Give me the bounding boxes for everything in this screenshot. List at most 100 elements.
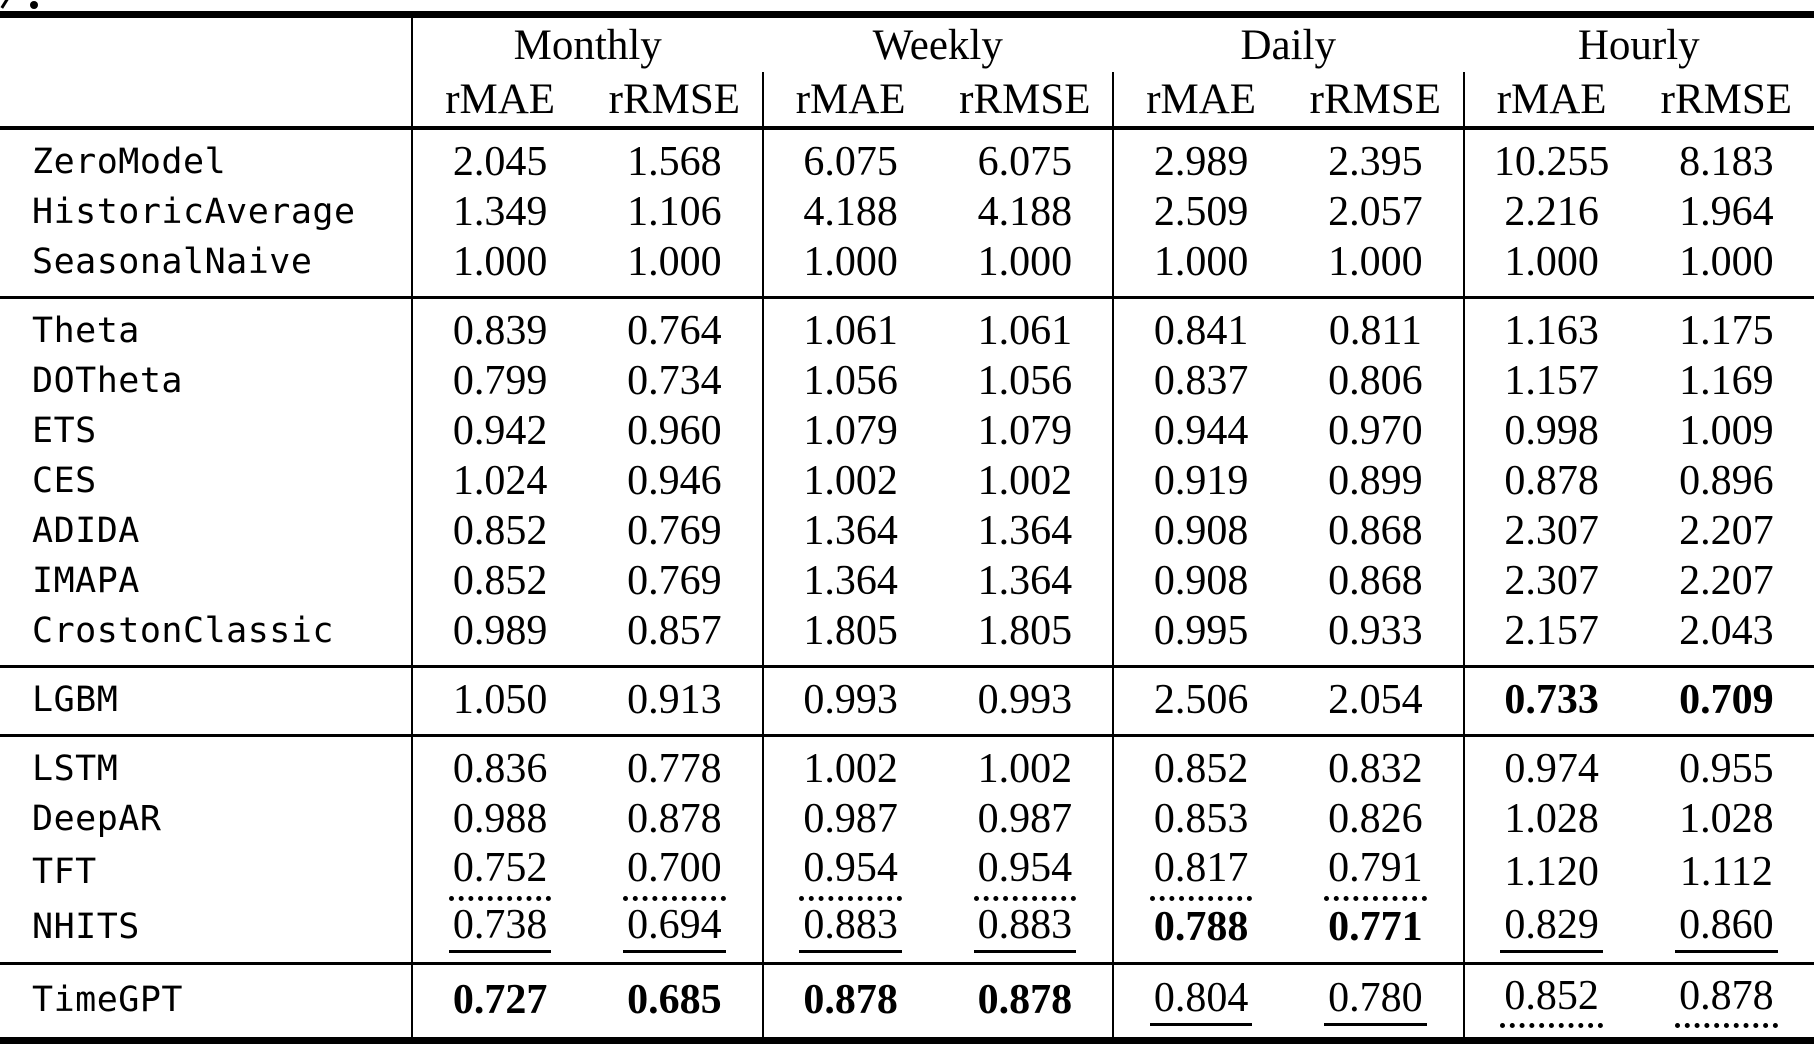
metric-value-cell: 1.028	[1462, 794, 1639, 844]
model-name-cell: TimeGPT	[32, 980, 184, 1021]
metric-value-cell: 0.709	[1639, 667, 1814, 736]
metric-value-cell: 2.989	[1111, 128, 1289, 187]
model-group-machine-learning-models: LGBM 1.050 0.913 0.993 0.993 2.506 2.054 0.733 0…	[0, 666, 1814, 736]
metric-value: 0.829	[1500, 903, 1603, 953]
metric-value-cell: 0.857	[587, 606, 762, 667]
metric-value: 1.000	[1679, 239, 1774, 285]
metric-value: 0.944	[1153, 408, 1249, 454]
metric-value: 1.050	[452, 677, 548, 723]
metric-value-cell: 0.993	[938, 667, 1113, 736]
metric-value: 0.836	[452, 746, 548, 792]
metric-value: 0.868	[1328, 558, 1423, 604]
metric-value-cell: 1.175	[1639, 298, 1814, 357]
metric-value: 8.183	[1679, 139, 1774, 185]
metric-value-cell: 0.817	[1111, 844, 1289, 901]
metric-value-cell: 0.841	[1111, 297, 1289, 356]
metric-value: 2.043	[1679, 608, 1774, 654]
metric-value-cell: 0.860	[1639, 901, 1814, 963]
model-group-deep-learning-models: LSTM 0.836 0.778 1.002 1.002 0.852 0.832 0.974 0…	[0, 735, 1814, 964]
metric-value-cell: 1.120	[1462, 844, 1639, 901]
metric-value-cell: 4.188	[938, 187, 1113, 237]
metric-value-cell: 1.000	[1111, 237, 1289, 298]
metric-value-cell: 0.852	[1111, 735, 1289, 794]
daily-rmae-header: rMAE	[1111, 72, 1289, 128]
freq-header-weekly: Weekly	[872, 22, 1003, 69]
metric-value: 1.002	[977, 458, 1073, 504]
metric-value-cell: 0.734	[587, 356, 762, 406]
metric-value-cell: 1.000	[587, 237, 762, 298]
metric-value: 0.899	[1328, 458, 1423, 504]
metric-value: 0.988	[452, 796, 548, 842]
metric-value-cell: 2.157	[1462, 606, 1639, 667]
frequency-header-row: Monthly Weekly Daily Hourly	[0, 14, 1814, 72]
metric-value: 1.009	[1679, 408, 1774, 454]
metric-value-cell: 0.868	[1288, 556, 1463, 606]
metric-value-cell: 0.694	[587, 901, 762, 963]
metric-value-cell: 6.075	[938, 128, 1113, 187]
metric-value-cell: 0.942	[410, 406, 588, 456]
table-row: HistoricAverage 1.349 1.106 4.188 4.188 2.509…	[0, 187, 1814, 237]
metric-value-cell: 0.811	[1288, 298, 1463, 357]
metric-value: 0.857	[627, 608, 722, 654]
fragment-dot	[30, 1, 38, 9]
metric-value: 0.769	[627, 508, 722, 554]
model-name-cell: NHITS	[32, 906, 140, 947]
metric-value: 0.868	[1328, 508, 1423, 554]
metric-value-cell: 0.908	[1111, 556, 1289, 606]
metric-value-cell: 2.207	[1639, 556, 1814, 606]
metric-value: 0.799	[452, 358, 548, 404]
metric-value: 2.989	[1153, 139, 1249, 185]
metric-value: 1.002	[803, 746, 898, 792]
table-row: DeepAR 0.988 0.878 0.987 0.987 0.853 0.826 1.02…	[0, 794, 1814, 844]
metric-value-cell: 0.995	[1111, 606, 1289, 667]
metric-value-cell: 0.868	[1288, 506, 1463, 556]
metric-value-cell: 1.163	[1462, 297, 1639, 356]
metric-value-cell: 1.009	[1639, 406, 1814, 456]
metric-value-cell: 2.043	[1639, 606, 1814, 667]
metric-value-cell: 0.733	[1462, 666, 1639, 736]
metric-value-cell: 0.913	[587, 667, 762, 736]
metric-value: 2.395	[1328, 139, 1423, 185]
metric-value-cell: 1.000	[938, 237, 1113, 298]
metric-value: 0.993	[977, 677, 1073, 723]
metric-value-cell: 1.112	[1639, 844, 1814, 901]
table-row: ETS 0.942 0.960 1.079 1.079 0.944 0.970 0.998 1.…	[0, 406, 1814, 456]
metric-value: 1.157	[1504, 358, 1599, 404]
metric-value: 1.056	[977, 358, 1073, 404]
metric-value: 1.805	[977, 608, 1073, 654]
model-name-cell: DeepAR	[32, 799, 162, 839]
model-name-cell: TFT	[32, 852, 97, 893]
metric-value: 1.000	[452, 239, 548, 285]
metric-value: 0.946	[627, 458, 722, 504]
metric-value: 0.733	[1504, 677, 1599, 723]
metric-value: 0.974	[1504, 746, 1599, 792]
metric-value-cell: 0.954	[938, 844, 1113, 901]
metric-value: 0.878	[977, 977, 1073, 1024]
metric-value: 0.852	[1500, 974, 1603, 1029]
hourly-rmae-header: rMAE	[1462, 72, 1639, 128]
table-row: NHITS 0.738 0.694 0.883 0.883 0.788 0.771 0.829…	[0, 900, 1814, 964]
metric-value: 0.987	[977, 796, 1073, 842]
model-name-cell: LGBM	[32, 680, 119, 720]
metric-value: 0.993	[803, 677, 898, 723]
metric-value-cell: 1.024	[410, 456, 588, 506]
metric-value: 0.860	[1675, 903, 1778, 953]
metric-value: 0.908	[1153, 508, 1249, 554]
monthly-rrmse-header: rRMSE	[608, 75, 741, 123]
metric-value: 2.509	[1153, 189, 1249, 235]
metric-value: 0.788	[1153, 903, 1249, 950]
metric-header-row: rMAE rRMSE rMAE rRMSE rMAE rRMSE rMAE rR…	[0, 72, 1814, 128]
metric-value: 1.061	[803, 308, 898, 354]
metric-value: 2.207	[1679, 558, 1774, 604]
metric-value: 0.852	[452, 508, 548, 554]
metric-value-cell: 0.853	[1111, 794, 1289, 844]
metric-value: 1.079	[803, 408, 898, 454]
metric-value-cell: 0.946	[587, 456, 762, 506]
metric-value: 0.955	[1679, 746, 1774, 792]
metric-value-cell: 1.364	[938, 556, 1113, 606]
table-row: LGBM 1.050 0.913 0.993 0.993 2.506 2.054 0.733 0…	[0, 666, 1814, 736]
metric-value: 0.954	[973, 847, 1077, 901]
cropped-caption-fragment	[0, 0, 60, 12]
metric-value: 0.883	[973, 903, 1077, 953]
metric-value: 0.970	[1328, 408, 1423, 454]
